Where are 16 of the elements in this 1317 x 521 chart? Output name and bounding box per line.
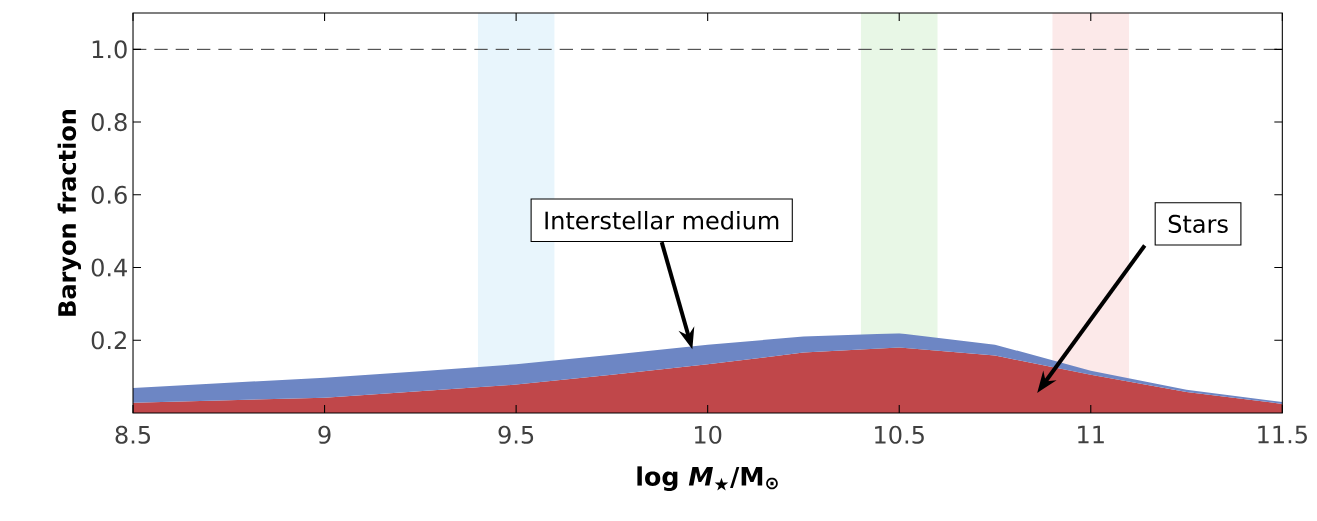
text: Stars xyxy=(1168,214,1228,233)
x-tick-label: 9 xyxy=(318,425,331,444)
text: log M$_{★}$/M$_{⊙}$ xyxy=(637,466,778,492)
x-tick-label: 9.5 xyxy=(498,425,534,444)
y-tick-label: 1.0 xyxy=(92,40,127,59)
x-tick-label: 11 xyxy=(1078,425,1104,444)
x-tick-label: 8.5 xyxy=(115,425,150,444)
text: Interstellar medium xyxy=(545,210,779,230)
x-tick-label: 10.5 xyxy=(875,425,924,444)
y-tick-label: 0.4 xyxy=(91,258,127,277)
y-tick-label: 0.8 xyxy=(91,113,127,132)
y-tick-label: 0.6 xyxy=(91,185,127,204)
x-tick-label: 11.5 xyxy=(1258,425,1307,444)
y-tick-label: 0.2 xyxy=(91,331,126,350)
y-axis-title: Baryon fraction xyxy=(57,109,81,316)
x-tick-label: 10 xyxy=(695,425,722,444)
